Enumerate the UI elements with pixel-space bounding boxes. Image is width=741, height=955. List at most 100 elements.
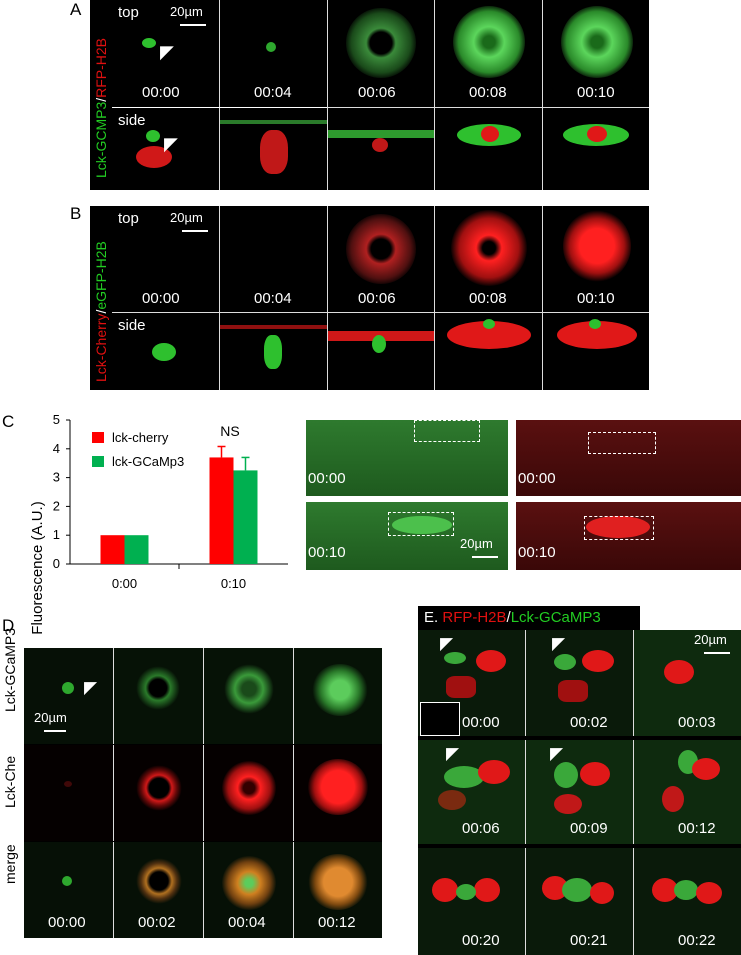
cell-blob (142, 38, 156, 48)
panel-b-top-tile-5: 00:10 (542, 206, 649, 312)
bar (124, 535, 149, 564)
panel-e-time-6: 00:12 (678, 820, 716, 837)
arrow-icon: ◤ (550, 744, 564, 763)
panel-a-title-green: Lck-GCMP3 (93, 101, 109, 178)
e-tile-1: ◤ 00:00 (418, 630, 525, 736)
panel-b-label: B (70, 204, 82, 223)
legend: lck-cherry lck-GCaMp3 (92, 430, 184, 469)
membrane-line (328, 130, 434, 138)
y-tick-label: 4 (53, 441, 60, 456)
cell-blob (136, 666, 180, 710)
panel-b-divider (112, 312, 649, 313)
cell-blob (62, 876, 72, 886)
panel-d-scalebar (44, 730, 66, 732)
panel-d-row-label-1: Lck-GCaMP3 (2, 627, 18, 712)
panel-b-top-tile-1: top 20µm 00:00 (112, 206, 219, 312)
roi-box (414, 420, 480, 442)
cell-blob (563, 210, 631, 282)
d-merge-tile-1: 00:00 (24, 842, 113, 938)
nucleus-blob (446, 676, 476, 698)
panel-b-side-tile-3 (327, 313, 434, 390)
cell-blob (146, 130, 160, 142)
panel-a-time-1: 00:00 (142, 84, 180, 101)
legend-label-cherry: lck-cherry (112, 430, 169, 445)
e-tile-9: 00:22 (633, 848, 741, 955)
panel-b-side-tile-1: side (112, 313, 219, 390)
y-tick-label: 0 (53, 556, 60, 571)
panel-e-time-4: 00:06 (462, 820, 500, 837)
cell-blob (266, 42, 276, 52)
bar (100, 535, 125, 564)
d-cherry-tile-3 (203, 745, 293, 841)
roi-box (588, 432, 656, 454)
panel-e-scale-text: 20µm (694, 632, 727, 647)
d-gcamp-tile-2 (113, 648, 203, 744)
panel-b-title-red: Lck-Cherry (93, 313, 109, 382)
arrow-icon: ◤ (84, 678, 98, 697)
cell-blob (222, 761, 276, 815)
e-tile-6: 00:12 (633, 740, 741, 844)
panel-e-scalebar (704, 652, 730, 654)
cell-blob (224, 664, 274, 714)
cell-blob (392, 516, 452, 534)
panel-b-side-label: side (118, 317, 146, 334)
panel-a-side-label: side (118, 112, 146, 129)
panel-d-grid: ◤ 20µm 00:00 00:02 00:04 00:12 (24, 648, 382, 938)
d-merge-tile-3: 00:04 (203, 842, 293, 938)
panel-a-divider (327, 107, 649, 108)
panel-e-time-2: 00:02 (570, 714, 608, 731)
panel-b-side-tile-2 (219, 313, 327, 390)
panel-a-side-tile-5 (542, 108, 649, 190)
panel-c-img-red-10: 00:10 (516, 502, 741, 570)
nucleus-blob (587, 126, 607, 142)
cell-blob (456, 884, 476, 900)
cell-blob (346, 214, 416, 284)
panel-d-time-3: 00:04 (228, 914, 266, 931)
cell-blob (308, 759, 368, 815)
panel-e-time-3: 00:03 (678, 714, 716, 731)
cell-blob (136, 858, 182, 904)
nucleus-blob (664, 660, 694, 684)
panel-a-time-4: 00:08 (469, 84, 507, 101)
panel-b-side-title: Lck-Cherry/eGFP-H2B (93, 241, 109, 382)
panel-a-time-2: 00:04 (254, 84, 292, 101)
e-tile-3: 20µm 00:03 (633, 630, 741, 736)
panel-e-time-5: 00:09 (570, 820, 608, 837)
panel-e-time-7: 00:20 (462, 932, 500, 949)
cell-blob (308, 854, 368, 910)
y-tick-label: 5 (53, 412, 60, 427)
arrow-icon: ◤ (160, 42, 174, 62)
nucleus-blob (136, 146, 172, 168)
arrow-icon: ◤ (440, 634, 454, 653)
d-gcamp-tile-1: ◤ 20µm (24, 648, 113, 744)
panel-e-time-9: 00:22 (678, 932, 716, 949)
panel-b-scale-text: 20µm (170, 210, 203, 225)
e-tile-4: ◤ 00:06 (418, 740, 525, 844)
nucleus-blob (264, 335, 282, 369)
nucleus-blob (580, 762, 610, 786)
membrane-line (220, 120, 327, 124)
nucleus-blob (474, 878, 500, 902)
panel-e-title: E. RFP-H2B/Lck-GCaMP3 (424, 609, 601, 626)
nucleus-blob (582, 650, 614, 672)
panel-b-title-sep: / (93, 309, 109, 314)
panel-a-title-sep: / (93, 97, 109, 102)
d-gcamp-tile-3 (203, 648, 293, 744)
arrow-icon: ◤ (446, 744, 460, 763)
legend-label-gcamp: lck-GCaMp3 (112, 454, 184, 469)
cell-blob (62, 682, 74, 694)
x-ticks: 0:00 0:10 (112, 564, 246, 591)
panel-a-side-tile-2 (219, 108, 327, 190)
panel-c-time-3: 00:10 (308, 544, 346, 561)
chart-annotation-ns: NS (220, 423, 239, 439)
cell-blob (561, 6, 633, 78)
panel-b-time-4: 00:08 (469, 290, 507, 307)
panel-c-time-2: 00:00 (518, 470, 556, 487)
legend-swatch-cherry (92, 432, 104, 443)
panel-a-scalebar (180, 24, 206, 26)
panel-b-top-label: top (118, 210, 139, 227)
nucleus-blob (372, 138, 388, 152)
panel-e-label: E. (424, 609, 439, 626)
panel-e-header (418, 606, 640, 630)
panel-b-scalebar (182, 230, 208, 232)
